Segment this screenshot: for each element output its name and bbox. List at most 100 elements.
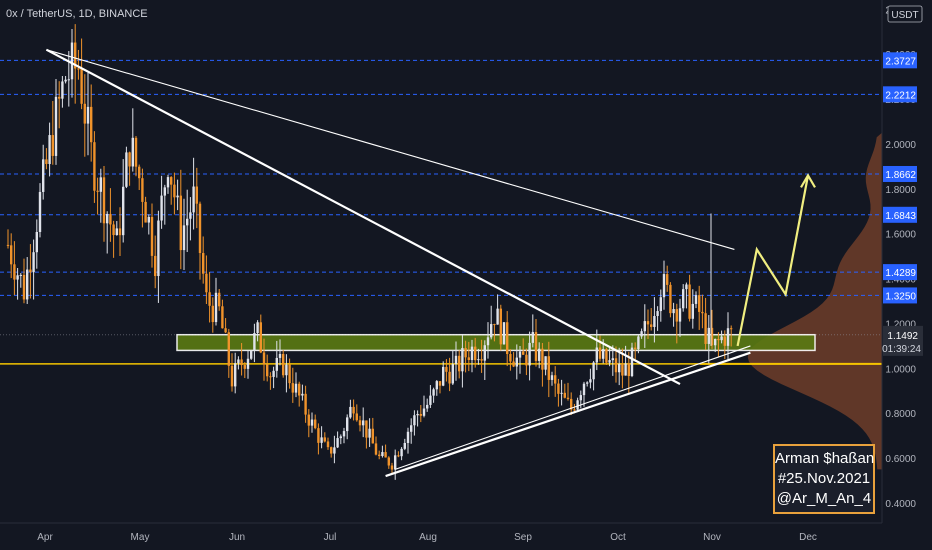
candle-body [259, 322, 262, 353]
candle-body [202, 253, 205, 274]
candle-body [650, 324, 653, 327]
candle-body [384, 452, 387, 458]
candle-body [147, 216, 150, 223]
candle-body [179, 195, 182, 251]
candle-body [346, 417, 349, 432]
candle-body [266, 364, 269, 377]
candle-body [208, 292, 211, 306]
candle-body [611, 358, 614, 361]
watermark-handle: @Ar_M_An_4 [776, 490, 872, 507]
level-badge-label: 1.3250 [885, 291, 916, 302]
candle-body [86, 106, 90, 124]
candle-body [163, 187, 166, 196]
candle-body [445, 366, 448, 372]
time-tick-label: Jul [324, 532, 337, 543]
candle-body [304, 393, 307, 415]
watermark-author: Arman $haßan [775, 450, 875, 467]
candle-body [336, 438, 339, 448]
candle-body [554, 375, 557, 384]
level-badge-label: 2.3727 [885, 56, 916, 67]
candle-body [358, 420, 362, 426]
price-tick-label: 1.2000 [885, 319, 916, 330]
time-tick-label: Aug [419, 532, 437, 543]
candle-body [614, 358, 618, 373]
volume-profile-shape [747, 132, 882, 470]
candle-body [470, 346, 474, 361]
candle-body [394, 455, 397, 470]
candle-body [58, 96, 61, 99]
candle-body [480, 359, 483, 361]
candle-body [710, 327, 714, 346]
candle-body [438, 381, 442, 386]
candle-body [416, 413, 419, 416]
price-tick-label: 0.6000 [885, 454, 916, 465]
candle-body [582, 383, 586, 396]
candle-body [291, 383, 294, 393]
time-axis-background [0, 523, 932, 550]
candle-body [608, 360, 611, 363]
candle-body [109, 213, 112, 225]
trend-line [395, 345, 751, 470]
time-tick-label: May [131, 532, 150, 543]
candle-body [61, 81, 64, 99]
candle-body [301, 393, 304, 396]
candle-body [243, 365, 246, 369]
price-tick-label: 0.4000 [885, 499, 916, 510]
current-price-badge [883, 325, 923, 356]
candle-body [310, 419, 314, 426]
candle-body [704, 313, 707, 344]
candle-body [371, 428, 374, 444]
candle-body [566, 397, 570, 399]
candle-body [467, 357, 470, 361]
candle-body [534, 332, 538, 361]
candle-body [10, 245, 13, 265]
time-tick-label: Apr [37, 532, 53, 543]
candle-body [355, 413, 358, 421]
candle-body [486, 337, 490, 346]
candle-body [560, 392, 563, 394]
price-tick-label: 1.0000 [885, 364, 916, 375]
candle-body [419, 413, 422, 416]
candle-body [496, 308, 499, 325]
candle-body [106, 213, 109, 224]
candle-body [237, 359, 240, 364]
price-tick-label: 1.6000 [885, 230, 916, 241]
candle-body [432, 389, 435, 396]
candle-body [576, 400, 579, 410]
candle-body [176, 195, 179, 198]
candle-body [256, 322, 259, 333]
candle-body [726, 328, 730, 346]
level-badge [883, 287, 917, 304]
time-axis: Apr May Jun Jul Aug Sep Oct Nov Dec [0, 522, 932, 550]
candle-body [234, 363, 237, 387]
candle-body [630, 347, 634, 377]
candle-body [189, 212, 192, 219]
candle-body [51, 135, 54, 156]
candle-body [512, 361, 515, 367]
candle-body [605, 349, 608, 363]
candle-body [157, 220, 160, 277]
candle-body [515, 357, 518, 367]
price-tick-label: 1.8000 [885, 185, 916, 196]
candle-body [717, 338, 720, 341]
candle-body [262, 352, 266, 365]
candle-body [602, 349, 605, 359]
candle-body [720, 336, 723, 341]
candle-body [493, 324, 496, 326]
candle-body [422, 408, 426, 416]
candle-body [397, 455, 400, 457]
candle-body [150, 216, 154, 256]
trend-line [45, 48, 681, 386]
candle-body [128, 152, 131, 167]
candle-body [618, 363, 621, 373]
candle-body [32, 252, 35, 273]
candle-body [390, 465, 394, 470]
candle-body [531, 332, 534, 343]
trend-line [46, 49, 735, 250]
projection-arrow [736, 173, 816, 347]
candle-body [592, 362, 595, 380]
candle-body [701, 311, 704, 314]
candle-body [272, 370, 275, 377]
candle-body [694, 295, 698, 304]
